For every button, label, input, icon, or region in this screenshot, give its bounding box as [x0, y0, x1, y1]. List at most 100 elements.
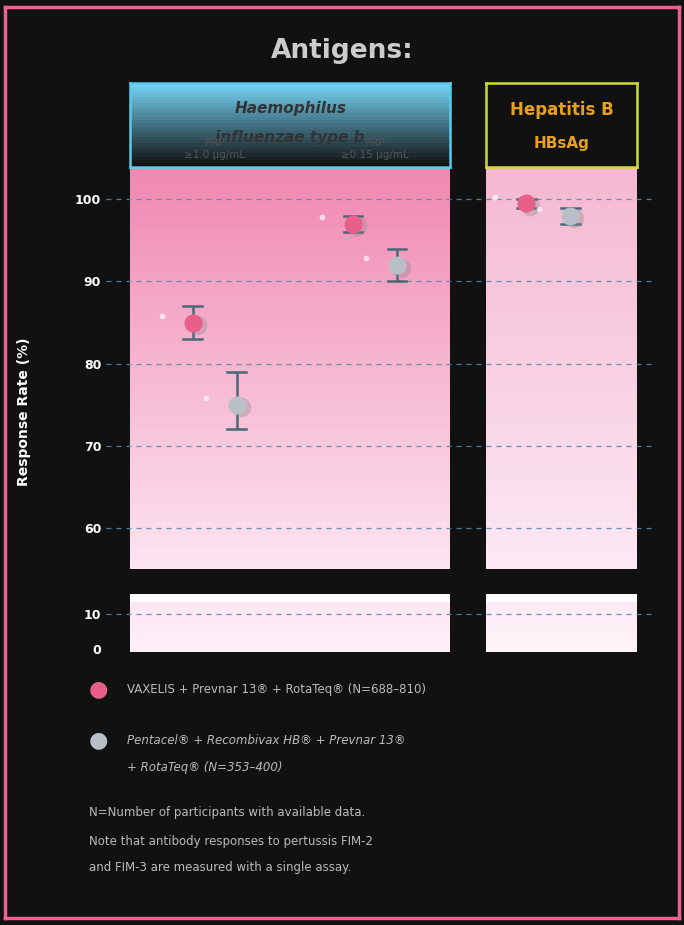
Bar	[486, 633, 637, 634]
Bar	[130, 549, 450, 555]
Bar	[486, 624, 637, 625]
Bar	[486, 646, 637, 647]
Bar	[130, 220, 450, 227]
Bar	[486, 649, 637, 650]
Bar	[130, 327, 450, 334]
Bar	[130, 90, 450, 93]
Bar	[486, 240, 637, 247]
Bar	[486, 166, 637, 173]
Text: ●: ●	[89, 679, 108, 699]
Bar	[130, 616, 450, 617]
Bar	[130, 375, 450, 381]
Bar	[130, 381, 450, 388]
Bar	[130, 414, 450, 421]
Bar	[130, 588, 450, 602]
Bar	[130, 605, 450, 606]
Bar	[486, 501, 637, 509]
Bar	[130, 509, 450, 515]
Bar	[130, 562, 450, 569]
Bar	[486, 642, 637, 644]
Bar	[130, 632, 450, 633]
Bar	[486, 441, 637, 448]
Bar	[486, 348, 637, 354]
Bar	[486, 274, 637, 280]
Bar	[130, 646, 450, 647]
Text: VAXELIS + Prevnar 13® + RotaTeq® (N=688–810): VAXELIS + Prevnar 13® + RotaTeq® (N=688–…	[127, 683, 425, 696]
Text: and FIM-3 are measured with a single assay.: and FIM-3 are measured with a single ass…	[89, 861, 351, 874]
Bar	[486, 321, 637, 327]
Bar	[130, 614, 450, 615]
Text: Hepatitis B: Hepatitis B	[510, 101, 614, 119]
Bar	[486, 609, 637, 610]
Bar	[486, 334, 637, 340]
Text: PRP
≥1.0 μg/mL: PRP ≥1.0 μg/mL	[184, 138, 246, 160]
Bar	[130, 96, 450, 100]
Bar	[486, 340, 637, 348]
Bar	[486, 361, 637, 367]
Bar	[130, 462, 450, 468]
Bar	[130, 287, 450, 294]
Bar	[130, 595, 450, 596]
Bar	[130, 408, 450, 414]
Bar	[130, 623, 450, 624]
Bar	[130, 648, 450, 649]
Bar	[486, 287, 637, 294]
Bar	[130, 628, 450, 629]
Bar	[486, 187, 637, 193]
Bar	[486, 522, 637, 529]
Bar	[130, 600, 450, 601]
Bar	[486, 595, 637, 596]
Bar	[130, 113, 450, 117]
Bar	[486, 607, 637, 608]
Bar	[130, 651, 450, 652]
Bar	[130, 104, 450, 106]
Bar	[130, 612, 450, 613]
Bar	[486, 606, 637, 607]
Bar	[130, 645, 450, 646]
Bar	[130, 173, 450, 179]
Bar	[486, 408, 637, 414]
Bar	[486, 542, 637, 549]
Bar	[486, 301, 637, 307]
Bar	[486, 601, 637, 602]
Bar	[130, 624, 450, 625]
Bar	[486, 562, 637, 569]
Bar	[130, 611, 450, 612]
Text: Antigens:: Antigens:	[271, 38, 413, 64]
Bar	[130, 321, 450, 327]
Bar	[486, 488, 637, 495]
Bar	[486, 482, 637, 488]
Bar	[486, 637, 637, 638]
Bar	[130, 253, 450, 261]
Text: Haemophilus: Haemophilus	[234, 101, 346, 116]
Bar	[486, 468, 637, 475]
Bar	[130, 120, 450, 123]
Bar	[130, 166, 450, 173]
Bar	[486, 620, 637, 621]
Bar	[486, 327, 637, 334]
Text: Pentacel® + Recombivax HB® + Prevnar 13®: Pentacel® + Recombivax HB® + Prevnar 13®	[127, 734, 405, 746]
Bar	[130, 475, 450, 482]
Bar	[130, 649, 450, 650]
Bar	[130, 100, 450, 104]
Bar	[486, 435, 637, 441]
Bar	[486, 626, 637, 627]
Bar	[130, 596, 450, 597]
Bar	[130, 227, 450, 233]
Bar	[486, 629, 637, 630]
Bar	[130, 133, 450, 137]
Bar	[486, 294, 637, 301]
Bar	[486, 428, 637, 435]
Bar	[486, 650, 637, 651]
Bar	[130, 394, 450, 401]
Bar	[130, 607, 450, 608]
Bar	[130, 630, 450, 631]
Bar	[130, 260, 450, 267]
Bar	[130, 599, 450, 600]
Bar	[486, 375, 637, 381]
Bar	[486, 381, 637, 388]
Bar	[130, 625, 450, 626]
Bar	[130, 117, 450, 120]
Bar	[130, 555, 450, 562]
Bar	[486, 619, 637, 620]
